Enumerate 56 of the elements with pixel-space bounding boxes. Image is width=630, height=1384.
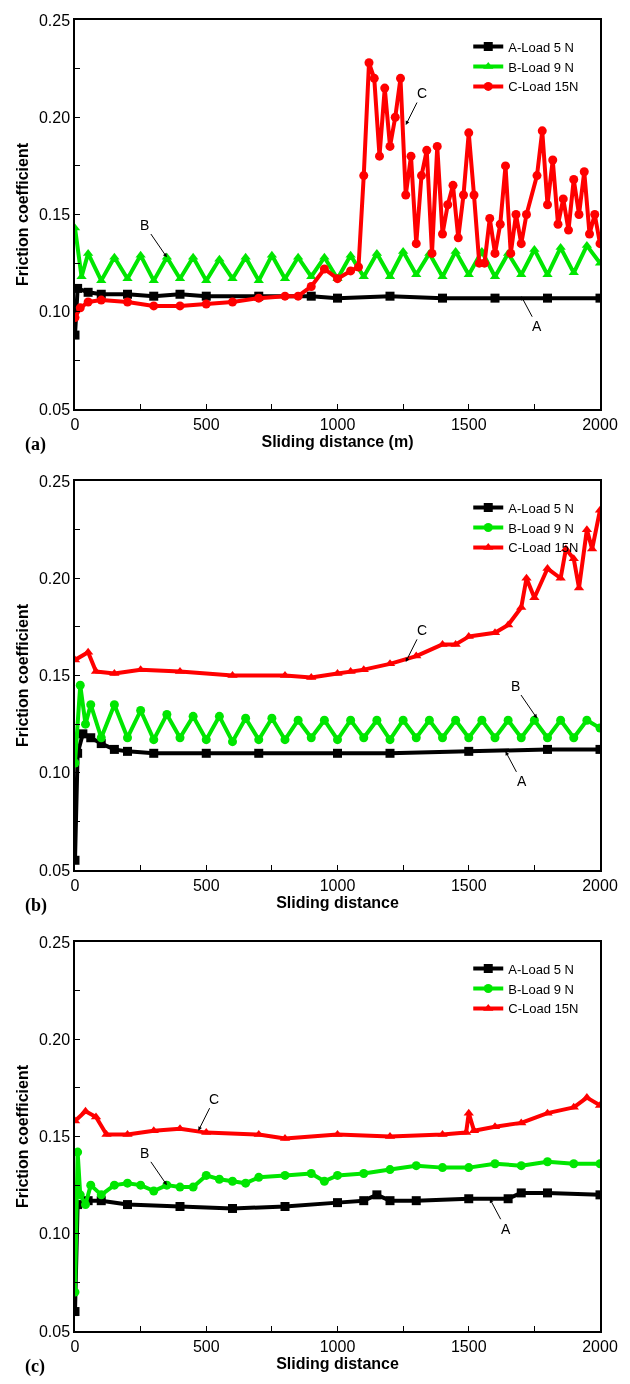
x-tick-label: 1500	[450, 1337, 487, 1355]
annotation: C	[417, 622, 428, 638]
annotation: B	[140, 1145, 150, 1161]
x-tick-label: 1000	[319, 415, 356, 433]
y-tick-label: 0.10	[38, 303, 71, 321]
x-tick-label: 1000	[319, 1337, 356, 1355]
y-tick-label: 0.15	[38, 206, 71, 224]
annotation: A	[517, 773, 527, 789]
y-tick-label: 0.05	[38, 400, 71, 418]
text: (a)	[25, 434, 46, 455]
y-tick-label: 0.10	[38, 764, 71, 782]
y-axis-title: Friction coefficient	[14, 603, 32, 748]
annotation: A	[501, 1221, 511, 1237]
x-tick-label: 2000	[582, 1337, 618, 1355]
x-tick-label: 1500	[450, 415, 487, 433]
x-tick-label: 0	[70, 1337, 80, 1355]
y-axis-title: Friction coefficient	[14, 142, 32, 287]
annotation: C	[209, 1091, 220, 1107]
y-tick-label: 0.20	[38, 108, 71, 126]
legend-label: C-Load 15N	[508, 79, 579, 95]
x-tick-label: 500	[192, 415, 220, 433]
x-tick-label: 500	[192, 876, 220, 894]
x-tick-label: 0	[70, 876, 80, 894]
x-tick-label: 1000	[319, 876, 356, 894]
x-tick-label: 2000	[582, 876, 618, 894]
legend-label: A-Load 5 N	[508, 39, 575, 55]
x-tick-label: 2000	[582, 415, 618, 433]
x-axis-title: Sliding distance (m)	[261, 433, 414, 451]
y-tick-label: 0.25	[38, 11, 71, 29]
y-axis-title: Friction coefficient	[14, 1064, 32, 1209]
x-tick-label: 500	[192, 1337, 220, 1355]
y-tick-label: 0.10	[38, 1225, 71, 1243]
text: (b)	[25, 895, 47, 916]
legend-label: B-Load 9 N	[508, 520, 575, 536]
legend-label: B-Load 9 N	[508, 981, 575, 997]
annotation: B	[140, 217, 150, 233]
x-tick-label: 0	[70, 415, 80, 433]
x-axis-title: Sliding distance	[276, 894, 399, 912]
y-tick-label: 0.15	[38, 1128, 71, 1146]
text: (c)	[25, 1356, 45, 1377]
x-axis-title: Sliding distance	[276, 1355, 399, 1373]
x-tick-label: 1500	[450, 876, 487, 894]
y-tick-label: 0.20	[38, 1030, 71, 1048]
legend-label: C-Load 15N	[508, 1001, 579, 1017]
y-tick-label: 0.20	[38, 569, 71, 587]
y-tick-label: 0.25	[38, 472, 71, 490]
legend-label: A-Load 5 N	[508, 961, 575, 977]
y-tick-label: 0.25	[38, 933, 71, 951]
annotation: A	[532, 318, 542, 334]
annotation: B	[511, 678, 521, 694]
annotation: C	[417, 85, 428, 101]
y-tick-label: 0.05	[38, 1322, 71, 1340]
legend-label: B-Load 9 N	[508, 59, 575, 75]
legend-label: A-Load 5 N	[508, 500, 575, 516]
y-tick-label: 0.05	[38, 861, 71, 879]
y-tick-label: 0.15	[38, 667, 71, 685]
